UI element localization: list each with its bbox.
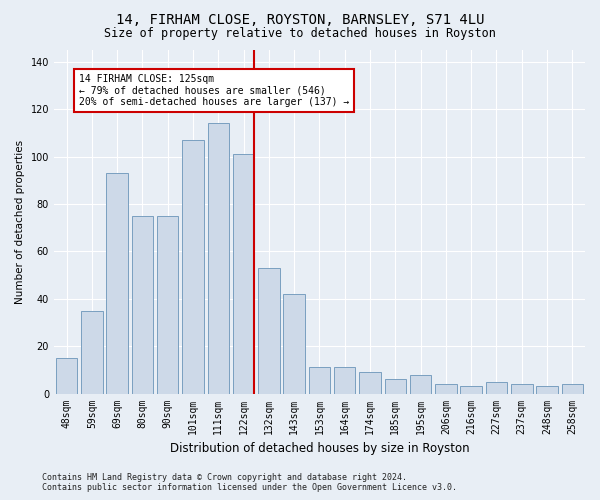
Text: 14 FIRHAM CLOSE: 125sqm
← 79% of detached houses are smaller (546)
20% of semi-d: 14 FIRHAM CLOSE: 125sqm ← 79% of detache… xyxy=(79,74,349,107)
Bar xyxy=(359,372,381,394)
Bar xyxy=(106,173,128,394)
Bar xyxy=(131,216,153,394)
Bar xyxy=(435,384,457,394)
Bar xyxy=(258,268,280,394)
Text: Contains HM Land Registry data © Crown copyright and database right 2024.
Contai: Contains HM Land Registry data © Crown c… xyxy=(42,473,457,492)
Bar xyxy=(208,124,229,394)
Bar xyxy=(334,368,355,394)
Y-axis label: Number of detached properties: Number of detached properties xyxy=(15,140,25,304)
Bar xyxy=(460,386,482,394)
Text: 14, FIRHAM CLOSE, ROYSTON, BARNSLEY, S71 4LU: 14, FIRHAM CLOSE, ROYSTON, BARNSLEY, S71… xyxy=(116,12,484,26)
Bar xyxy=(511,384,533,394)
Bar xyxy=(309,368,330,394)
Bar xyxy=(56,358,77,394)
Bar xyxy=(233,154,254,394)
Bar xyxy=(81,310,103,394)
Bar xyxy=(385,380,406,394)
Bar xyxy=(536,386,558,394)
Bar xyxy=(562,384,583,394)
Bar xyxy=(486,382,507,394)
Bar xyxy=(182,140,204,394)
Bar xyxy=(283,294,305,394)
Bar xyxy=(410,374,431,394)
Bar xyxy=(157,216,178,394)
Text: Size of property relative to detached houses in Royston: Size of property relative to detached ho… xyxy=(104,28,496,40)
X-axis label: Distribution of detached houses by size in Royston: Distribution of detached houses by size … xyxy=(170,442,469,455)
